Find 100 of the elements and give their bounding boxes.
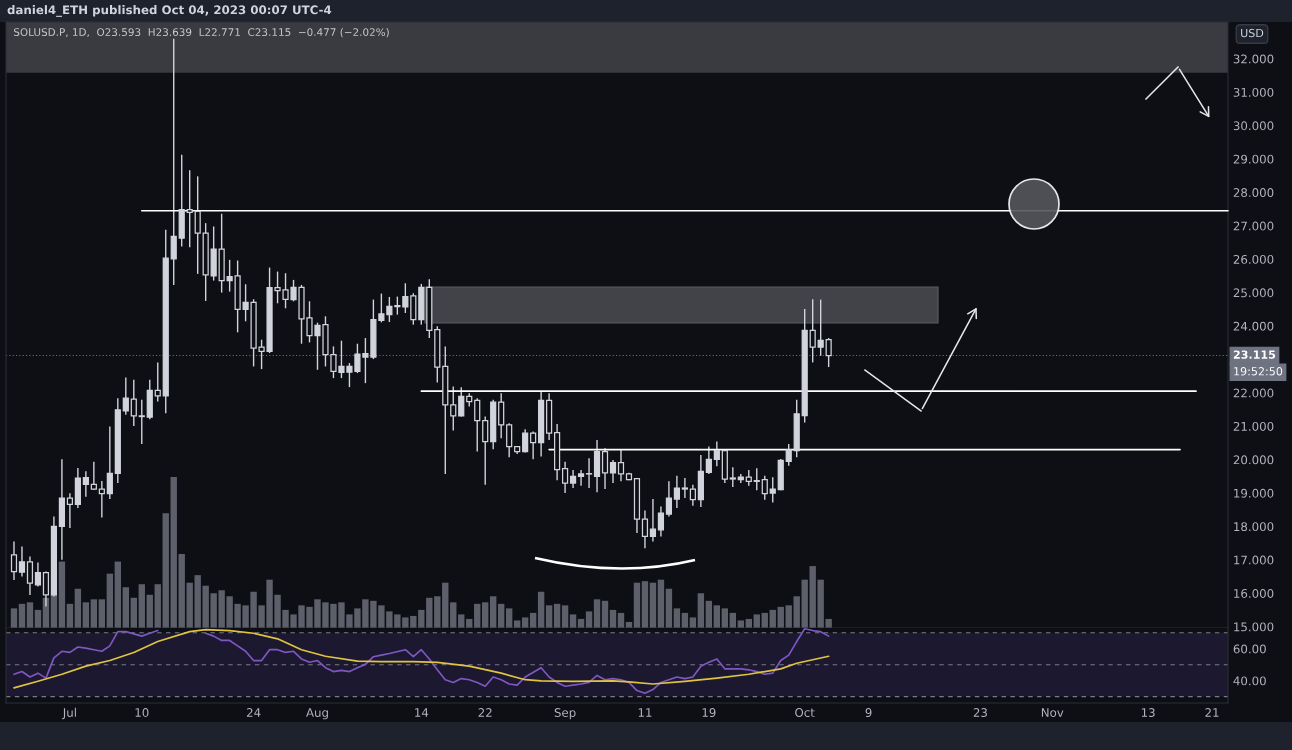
bar (505, 608, 513, 628)
candlestick (561, 460, 569, 494)
bar (569, 614, 577, 628)
candlestick (482, 415, 489, 486)
y-tick-label: 26.000 (1233, 254, 1274, 264)
candlestick (809, 298, 816, 364)
candlestick (649, 498, 657, 543)
y-tick-label: 25.000 (1233, 288, 1274, 298)
bar (753, 614, 760, 628)
x-tick-label: Nov (1041, 708, 1064, 717)
y-tick-label: 24.000 (1233, 321, 1274, 331)
candlestick (609, 459, 617, 484)
candlestick (657, 505, 665, 538)
y-tick-label: 40.00 (1233, 676, 1266, 686)
candlestick (713, 440, 720, 468)
y-tick-label: 22.000 (1233, 388, 1274, 398)
candlestick (106, 425, 113, 500)
bar (474, 603, 481, 628)
candlestick (601, 447, 609, 490)
bar (657, 579, 665, 628)
candlestick (66, 492, 73, 529)
y-tick-label: 19.000 (1234, 488, 1274, 498)
candlestick (761, 474, 768, 501)
candlestick (522, 428, 529, 454)
x-tick-label: Jul (62, 707, 76, 720)
candlestick (410, 292, 417, 326)
bar (146, 594, 153, 628)
y-tick-label: 16.000 (1234, 588, 1274, 598)
candlestick (617, 449, 625, 483)
candlestick (705, 445, 712, 475)
candlestick (122, 376, 129, 416)
bar (74, 588, 82, 628)
x-tick-label: 11 (638, 708, 652, 717)
bar (545, 605, 553, 628)
bar (633, 582, 641, 628)
bar (442, 582, 449, 628)
bar (18, 603, 26, 628)
candlestick (498, 392, 505, 439)
candlestick (402, 282, 409, 314)
bar (66, 603, 74, 628)
bar (561, 605, 569, 628)
candlestick (681, 477, 688, 499)
bar (593, 599, 601, 628)
bar (553, 603, 561, 628)
candlestick (458, 386, 465, 418)
bar (665, 588, 673, 628)
candlestick (785, 443, 792, 467)
candlestick (18, 545, 26, 578)
candlestick (82, 470, 89, 498)
y-tick-label: 32.000 (1233, 54, 1274, 64)
bar (170, 477, 177, 628)
candlestick (34, 561, 42, 588)
bar (458, 614, 465, 628)
y-tick-label: 17.000 (1234, 555, 1274, 565)
candlestick (530, 430, 537, 460)
y-tick-label: 21.000 (1233, 421, 1274, 431)
candlestick (98, 480, 105, 519)
x-tick-label: 23 (973, 708, 987, 717)
y-tick-label: 20.000 (1233, 455, 1274, 465)
bar (130, 597, 137, 628)
x-tick-label: 13 (1141, 708, 1155, 717)
bar (154, 584, 161, 628)
candlestick (394, 295, 401, 316)
bar (114, 561, 122, 628)
text: 19:52:50 (1234, 367, 1283, 376)
candlestick (194, 175, 201, 275)
bar (98, 599, 106, 628)
bar (10, 608, 18, 628)
candlestick (10, 540, 18, 581)
bar (537, 591, 545, 628)
y-tick-label: 28.000 (1233, 188, 1274, 198)
candlestick (817, 298, 824, 357)
candlestick (769, 476, 776, 504)
bar (641, 581, 649, 628)
bar (450, 602, 457, 628)
candlestick (138, 399, 145, 445)
candlestick (825, 337, 832, 368)
bar (585, 611, 593, 628)
bar (721, 608, 729, 628)
candlestick (450, 385, 457, 432)
y-tick-label: 29.000 (1233, 154, 1274, 164)
y-tick-label: 60.00 (1233, 644, 1266, 654)
candlestick (641, 509, 649, 549)
candlestick (154, 361, 161, 403)
y-tick-label: 18.000 (1234, 522, 1274, 532)
x-tick-label: 10 (135, 708, 149, 717)
y-tick-label: 31.000 (1233, 87, 1274, 97)
bar (713, 605, 721, 628)
x-tick-label: 24 (246, 708, 261, 717)
candlestick (26, 555, 34, 596)
ref-line-label: 23.115 (1233, 350, 1276, 359)
candlestick (170, 38, 177, 286)
x-tick-label: 21 (1205, 708, 1219, 717)
bar (490, 596, 497, 628)
candlestick (474, 397, 481, 453)
y-tick-label: 27.000 (1233, 221, 1274, 231)
candlestick (689, 483, 696, 507)
x-tick-label: Oct (795, 708, 815, 717)
bar (601, 600, 609, 628)
candlestick (753, 467, 760, 492)
